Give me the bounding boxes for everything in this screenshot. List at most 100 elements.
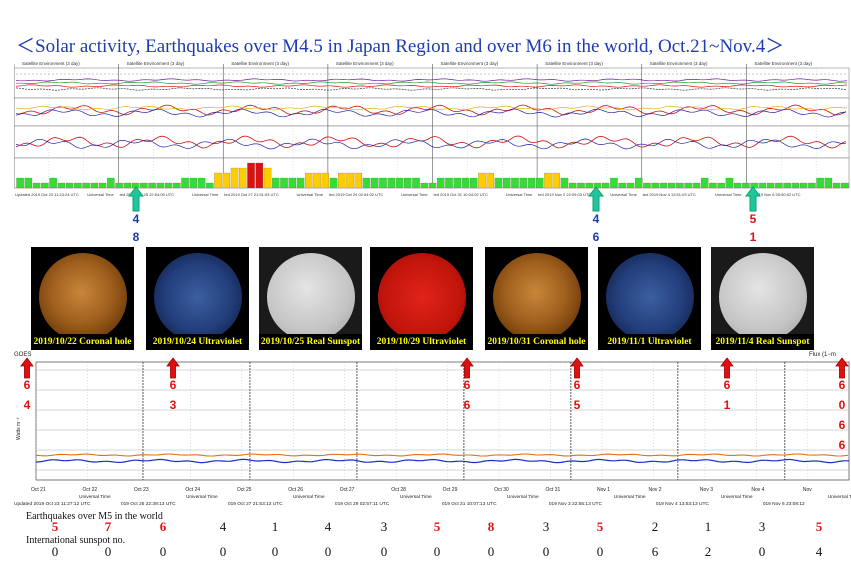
kp-bar	[758, 182, 767, 189]
marker-number: 3	[169, 398, 177, 412]
page-title: ＜Solar activity, Earthquakes over M4.5 i…	[16, 36, 785, 57]
date-tick: Oct 26	[288, 487, 303, 493]
earthquake-count: 3	[542, 519, 550, 534]
kp-bar	[123, 182, 132, 189]
kp-bar	[412, 177, 420, 189]
arrow-number: 6	[592, 230, 600, 244]
kp-bar	[643, 182, 651, 189]
kp-bar	[816, 177, 824, 189]
kp-bar	[74, 182, 82, 189]
kp-bar	[346, 172, 354, 189]
kp-bar	[437, 177, 445, 189]
date-tick: Oct 30	[494, 487, 509, 493]
date-tick: Nov	[803, 487, 812, 493]
arrow-shape	[166, 357, 180, 379]
flux-line	[15, 78, 848, 82]
axis-label: Universal Time	[614, 494, 646, 500]
kp-bar	[255, 162, 264, 189]
kp-bar	[98, 182, 107, 189]
axis-label: Universal Time	[507, 494, 539, 500]
kp-bar	[560, 177, 569, 189]
kp-bar	[766, 182, 775, 189]
kp-bar	[420, 182, 428, 189]
kp-bar	[41, 182, 49, 189]
image-caption: 2019/10/25 Real Sunspot	[259, 334, 362, 350]
sun-disk	[493, 253, 581, 341]
earthquake-count: 5	[815, 519, 823, 534]
kp-bar	[107, 177, 115, 189]
earthquake-count: 6	[159, 519, 167, 534]
solar-image-6: 2019/11/1 Ultraviolet	[598, 247, 701, 350]
red-up-arrow	[570, 357, 584, 379]
kp-bar	[544, 172, 552, 189]
kp-bar	[742, 182, 750, 189]
image-caption: 2019/10/24 Ultraviolet	[146, 334, 249, 350]
earthquake-count: 5	[433, 519, 441, 534]
kp-bar	[82, 182, 90, 189]
red-up-arrow	[166, 357, 180, 379]
panel-frame-2	[14, 97, 850, 127]
update-time: ted 2019 Oct 27 21:51:03 UTC	[224, 192, 279, 197]
axis-label: Universal Time	[186, 494, 218, 500]
kp-bar	[725, 177, 734, 189]
magnetometer-line	[15, 105, 847, 111]
marker-number: 6	[838, 378, 846, 392]
kp-bar	[189, 177, 198, 189]
update-time: ted 2019 Nov 4 13:51:03 UTC	[643, 192, 696, 197]
kp-bar	[57, 182, 66, 189]
kp-bar	[709, 182, 717, 189]
arrow-shape	[128, 186, 144, 212]
earthquake-count: 1	[271, 519, 279, 534]
sunspot-count: 0	[271, 544, 279, 559]
earthquake-count: 8	[487, 519, 495, 534]
kp-bar	[404, 177, 412, 189]
sunspot-count: 0	[51, 544, 59, 559]
kp-bar	[206, 182, 214, 189]
date-tick: Oct 21	[31, 487, 46, 493]
sunspot-count: 0	[380, 544, 388, 559]
kp-bar	[280, 177, 288, 189]
axis-label: Universal Time	[506, 192, 533, 197]
goes-xray-flux-chart: GOES Flux (1−m Watts m⁻² Oct 21 Oct 22 Oct 23…	[14, 352, 851, 507]
marker-number: 6	[573, 378, 581, 392]
kp-bar	[684, 182, 692, 189]
sunspot-count: 6	[651, 544, 659, 559]
arrow-shape	[460, 357, 474, 379]
panel-header: Satellite Environment (3 day)	[754, 61, 812, 66]
flux-label: Flux (1−m	[809, 352, 836, 358]
sunspot-count: 4	[815, 544, 823, 559]
kp-bar	[808, 182, 816, 189]
kp-bar	[478, 172, 486, 189]
kp-bar	[461, 177, 470, 189]
kp-bar	[634, 177, 643, 189]
update-time: ted 2019 Nov 2 22:09:03 UTC	[538, 192, 591, 197]
marker-number: 6	[838, 438, 846, 452]
sunspot-count: 0	[758, 544, 766, 559]
panel-header: Satellite Environment (3 day)	[231, 61, 289, 66]
image-caption: 2019/10/31 Coronal hole	[485, 334, 588, 350]
earthquake-count: 5	[596, 519, 604, 534]
marker-number: 4	[23, 398, 31, 412]
kp-bar	[692, 182, 701, 189]
kp-bar	[32, 182, 41, 189]
update-time: ted 2019 Oct 25 22:54:09 UTC	[120, 192, 175, 197]
kp-bar	[148, 182, 156, 189]
kp-bar	[181, 177, 189, 189]
kp-bar	[610, 177, 618, 189]
sunspot-row-label: International sunspot no.	[26, 535, 126, 546]
kp-bar	[362, 177, 371, 189]
kp-bar	[775, 182, 783, 189]
kp-bar	[263, 167, 272, 189]
kp-bar	[428, 182, 437, 189]
marker-number: 6	[463, 378, 471, 392]
kp-bar	[197, 177, 206, 189]
kp-bar	[49, 177, 57, 189]
y-axis-label: Watts m⁻²	[16, 417, 22, 440]
goes-label: GOES	[14, 352, 31, 358]
kp-bar	[667, 182, 676, 189]
earthquake-count: 4	[219, 519, 227, 534]
kp-bar	[791, 182, 800, 189]
update-time: 019 Nov 6 23:08:12	[763, 501, 805, 507]
arrow-shape	[588, 186, 604, 212]
kp-bar	[296, 177, 305, 189]
